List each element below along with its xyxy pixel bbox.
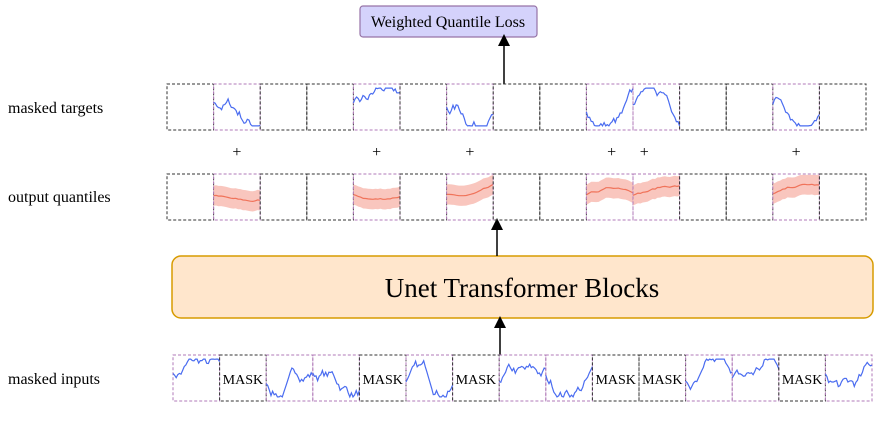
mask-token: MASK <box>362 373 402 388</box>
quantile-patch <box>585 173 634 221</box>
quantile-patch <box>492 173 541 221</box>
quantile-patch <box>632 173 681 221</box>
quantile-band <box>353 184 400 210</box>
quantile-median <box>772 183 820 195</box>
mask-token: MASK <box>782 373 822 388</box>
target-patch <box>213 83 261 131</box>
plus-sign: + <box>607 144 616 161</box>
row-label-targets: masked targets <box>8 100 103 117</box>
input-patch <box>452 354 500 402</box>
quantile-patch <box>306 173 354 221</box>
target-series <box>585 88 634 128</box>
target-patch <box>818 83 867 131</box>
quantile-band <box>633 175 680 206</box>
target-patch <box>399 83 448 131</box>
input-patch <box>312 354 360 402</box>
target-patch <box>446 83 494 131</box>
quantile-patch <box>539 173 587 221</box>
target-patch <box>306 83 354 131</box>
quantile-patch <box>818 173 867 221</box>
input-patch <box>591 354 640 402</box>
quantile-patch <box>352 173 401 221</box>
plus-sign: + <box>792 144 801 161</box>
quantile-patch <box>446 173 494 221</box>
input-patch <box>219 354 267 402</box>
input-patch <box>172 354 221 402</box>
input-patch <box>498 354 547 402</box>
quantile-patch <box>772 173 820 221</box>
loss-label: Weighted Quantile Loss <box>371 14 525 31</box>
quantile-median <box>446 183 494 197</box>
mask-token: MASK <box>642 373 682 388</box>
input-series <box>731 358 780 379</box>
quantile-patch <box>679 173 727 221</box>
target-patch <box>259 83 308 131</box>
input-patch <box>778 354 826 402</box>
plus-sign: + <box>232 144 241 161</box>
target-patch <box>725 83 774 131</box>
quantile-patch <box>213 173 261 221</box>
target-series <box>772 96 820 128</box>
unet-label: Unet Transformer Blocks <box>385 273 659 303</box>
mask-token: MASK <box>223 373 263 388</box>
target-series <box>213 97 261 127</box>
input-series <box>405 359 454 398</box>
quantile-band <box>586 177 633 205</box>
target-series <box>632 87 681 127</box>
input-patch <box>731 354 780 402</box>
target-patch <box>166 83 215 131</box>
input-patch <box>358 354 407 402</box>
target-patch <box>352 83 401 131</box>
input-patch <box>824 354 873 402</box>
input-patch <box>638 354 687 402</box>
target-patch <box>539 83 587 131</box>
target-series <box>352 87 401 104</box>
quantile-patch <box>166 173 215 221</box>
target-series <box>446 103 494 127</box>
quantile-band <box>772 174 820 205</box>
quantile-median <box>586 187 634 196</box>
plus-sign: + <box>465 144 474 161</box>
target-patch <box>492 83 541 131</box>
input-series <box>824 361 873 389</box>
mask-token: MASK <box>595 373 635 388</box>
target-patch <box>585 83 634 131</box>
row-label-inputs: masked inputs <box>8 371 100 388</box>
plus-sign: + <box>640 144 649 161</box>
input-patch <box>685 354 733 402</box>
input-series <box>265 367 314 398</box>
target-patch <box>679 83 727 131</box>
row-label-quantiles: output quantiles <box>8 189 111 206</box>
input-patch <box>405 354 454 402</box>
target-patch <box>772 83 820 131</box>
input-series <box>498 362 547 384</box>
quantile-band <box>446 174 494 206</box>
quantile-median <box>632 185 680 196</box>
quantile-median <box>213 194 261 203</box>
mask-token: MASK <box>456 373 496 388</box>
loss-box: Weighted Quantile Loss <box>359 5 538 38</box>
unet-box: Unet Transformer Blocks <box>171 255 874 319</box>
input-series <box>685 358 733 391</box>
quantile-patch <box>725 173 774 221</box>
quantile-patch <box>399 173 448 221</box>
target-patch <box>632 83 681 131</box>
quantile-median <box>353 194 401 200</box>
input-series <box>312 368 360 399</box>
quantile-patch <box>259 173 308 221</box>
input-patch <box>265 354 314 402</box>
input-series <box>172 358 221 379</box>
input-patch <box>545 354 593 402</box>
plus-sign: + <box>372 144 381 161</box>
input-series <box>545 366 593 399</box>
